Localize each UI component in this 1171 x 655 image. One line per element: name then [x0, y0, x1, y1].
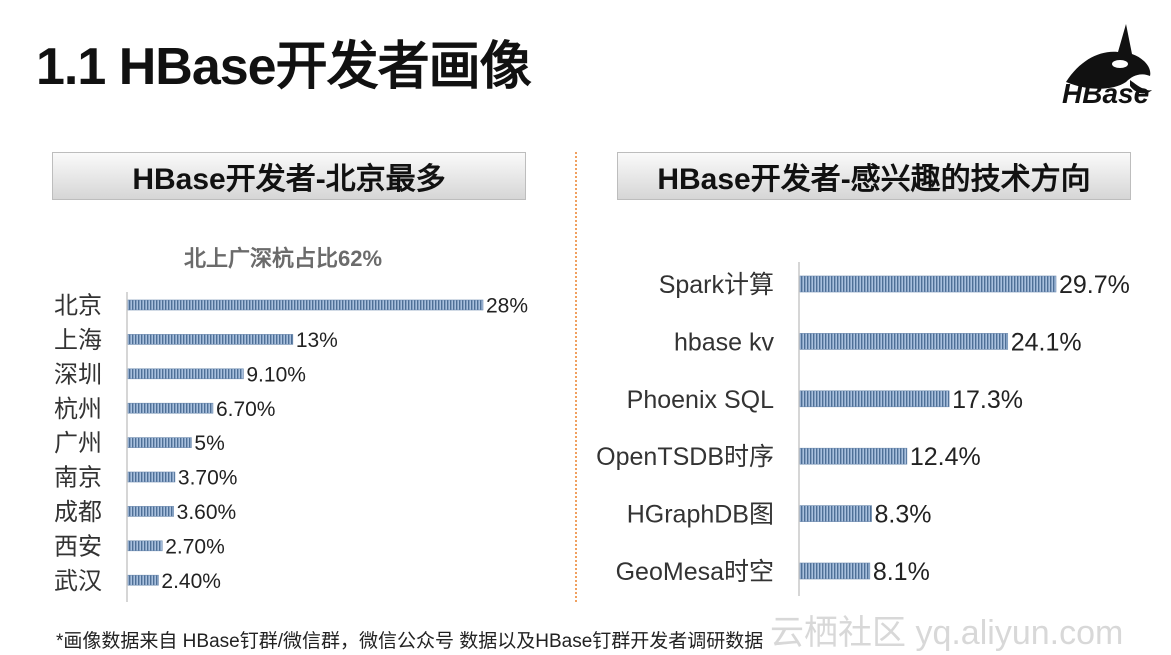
chart-0-bar	[127, 299, 484, 311]
chart-0-value-label: 2.70%	[165, 535, 225, 558]
watermark: 云栖社区 yq.aliyun.com	[770, 614, 1124, 652]
chart-0-category-label: 成都	[54, 499, 102, 526]
chart-0-bar	[127, 506, 174, 517]
chart-1-category-label: Phoenix SQL	[627, 386, 774, 414]
chart-0-category-label: 南京	[54, 465, 102, 492]
chart-1-value-label: 8.1%	[873, 558, 930, 586]
chart-1-value-label: 29.7%	[1059, 271, 1130, 299]
chart-0-value-label: 6.70%	[216, 398, 276, 421]
chart-0-value-label: 2.40%	[161, 570, 221, 593]
chart-1-value-label: 8.3%	[875, 501, 932, 529]
chart-1-value-label: 12.4%	[910, 443, 981, 471]
chart-0-value-label: 28%	[486, 295, 528, 318]
page-title: 1.1 HBase开发者画像	[36, 38, 532, 96]
chart-0-value-label: 13%	[296, 329, 338, 352]
chart-0-value-label: 3.70%	[178, 467, 238, 490]
chart-0-category-label: 西安	[54, 533, 102, 560]
chart-0-category-label: 杭州	[54, 396, 102, 423]
chart-0-bar	[127, 368, 244, 380]
chart-1-value-label: 17.3%	[952, 386, 1023, 414]
right-panel-header: HBase开发者-感兴趣的技术方向	[617, 152, 1131, 200]
chart-0-bar	[127, 471, 176, 483]
chart-1-category-label: GeoMesa时空	[616, 558, 774, 586]
panel-divider	[575, 152, 577, 602]
chart-0-category-label: 广州	[54, 430, 102, 457]
footnote: *画像数据来自 HBase钉群/微信群，微信公众号 数据以及HBase钉群开发者…	[56, 631, 764, 652]
chart-0-title: 北上广深杭占比62%	[184, 246, 382, 271]
chart-0-bar	[127, 334, 294, 345]
chart-0-category-label: 上海	[54, 327, 102, 354]
chart-1-bar	[799, 390, 950, 408]
logo-text: HBase	[1062, 78, 1150, 109]
orca-logo-icon	[1066, 24, 1152, 94]
chart-1-bar	[799, 447, 908, 465]
chart-1-category-label: Spark计算	[659, 271, 774, 299]
chart-0-category-label: 深圳	[54, 361, 102, 388]
chart-1-bar	[799, 562, 871, 580]
chart-0-bar	[127, 437, 192, 448]
chart-0-value-label: 5%	[194, 432, 224, 455]
left-panel-header: HBase开发者-北京最多	[52, 152, 526, 200]
chart-1-bar	[799, 505, 872, 522]
chart-0-bar	[127, 540, 163, 552]
chart-1-bar	[799, 275, 1057, 293]
chart-0-category-label: 北京	[54, 293, 102, 320]
chart-1-value-label: 24.1%	[1011, 328, 1082, 356]
chart-0-category-label: 武汉	[54, 568, 102, 595]
chart-0-bar	[127, 402, 214, 414]
chart-0-value-label: 3.60%	[177, 501, 237, 524]
chart-1-category-label: hbase kv	[674, 328, 775, 356]
chart-1-bar	[799, 333, 1009, 350]
chart-0-bar	[127, 574, 159, 586]
chart-1-category-label: HGraphDB图	[627, 501, 774, 529]
chart-0-value-label: 9.10%	[246, 363, 306, 386]
chart-1-category-label: OpenTSDB时序	[596, 443, 774, 471]
